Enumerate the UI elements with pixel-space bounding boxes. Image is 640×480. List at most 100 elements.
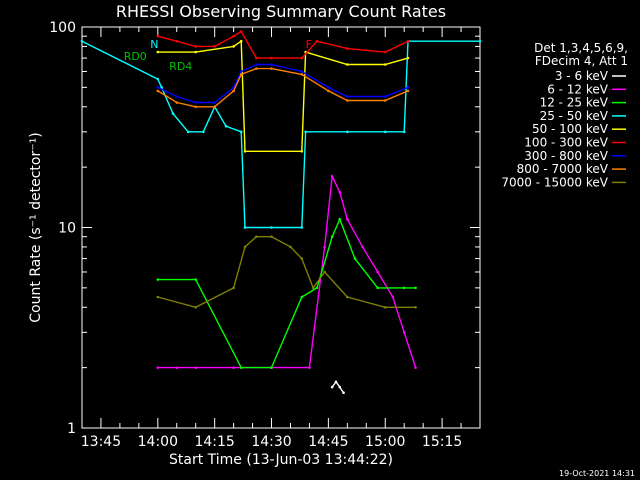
series-line-3-6-keV xyxy=(331,380,345,394)
legend-label-4: 50 - 100 keV xyxy=(532,122,609,136)
x-tick-label-1400: 14:00 xyxy=(138,434,178,450)
series-point-5-6 xyxy=(255,56,258,60)
annotation-rd4: RD4 xyxy=(169,60,192,73)
series-point-2-8 xyxy=(353,257,357,260)
series-point-8-1 xyxy=(194,305,198,309)
series-point-3-8 xyxy=(239,130,243,134)
y-axis-label: Count Rate (s⁻¹ detector⁻¹) xyxy=(28,132,44,322)
series-point-1-11 xyxy=(376,270,379,274)
series-point-4-8 xyxy=(383,63,387,66)
series-point-5-7 xyxy=(270,56,273,60)
series-point-8-7 xyxy=(300,257,304,260)
series-point-0-3 xyxy=(342,391,345,394)
series-point-7-8 xyxy=(300,73,304,76)
series-point-8-0 xyxy=(156,295,160,299)
series-point-2-6 xyxy=(330,235,334,238)
series-line-12-25-keV xyxy=(157,217,416,369)
series-point-7-6 xyxy=(255,67,258,70)
series-point-4-7 xyxy=(346,63,349,66)
series-point-5-11 xyxy=(383,50,387,54)
series-point-5-5 xyxy=(239,30,243,33)
series-point-3-15 xyxy=(402,130,406,134)
y-tick-label-1: 1 xyxy=(67,421,76,437)
series-point-3-3 xyxy=(171,112,175,115)
series-point-6-9 xyxy=(327,86,330,89)
annotation-n: N xyxy=(150,38,158,51)
legend-label-3: 25 - 50 keV xyxy=(540,109,609,123)
series-point-5-8 xyxy=(300,56,304,60)
series-point-4-1 xyxy=(194,50,198,54)
series-point-1-3 xyxy=(232,366,235,369)
series-point-1-5 xyxy=(308,366,311,369)
series-point-2-1 xyxy=(194,278,198,281)
series-point-1-12 xyxy=(391,295,395,299)
series-point-8-3 xyxy=(243,245,247,249)
series-point-7-10 xyxy=(346,99,349,102)
series-point-6-5 xyxy=(239,70,243,73)
series-point-7-2 xyxy=(194,105,198,109)
series-point-0-0 xyxy=(330,385,334,389)
series-point-3-13 xyxy=(346,130,349,134)
series-point-3-9 xyxy=(243,226,247,229)
series-point-8-9 xyxy=(323,270,326,274)
x-tick-label-1415: 14:15 xyxy=(194,434,234,450)
series-point-7-3 xyxy=(213,105,216,109)
series-point-5-0 xyxy=(156,34,160,38)
series-point-4-4 xyxy=(243,149,247,153)
series-point-4-9 xyxy=(406,56,410,60)
annotation-rd0: RD0 xyxy=(124,50,147,63)
series-point-2-2 xyxy=(239,366,243,369)
series-point-7-11 xyxy=(383,99,387,102)
legend-header-0: Det 1,3,4,5,6,9, xyxy=(534,41,628,55)
series-point-6-3 xyxy=(213,101,216,104)
series-point-3-14 xyxy=(383,130,387,134)
series-point-3-17 xyxy=(478,39,482,43)
legend-label-1: 6 - 12 keV xyxy=(547,82,609,96)
x-tick-label-1430: 14:30 xyxy=(251,434,291,450)
series-point-2-4 xyxy=(300,295,304,299)
x-tick-label-1500: 15:00 xyxy=(365,434,405,450)
series-point-4-3 xyxy=(239,39,243,43)
series-point-7-0 xyxy=(156,89,160,93)
series-point-3-4 xyxy=(186,130,190,134)
series-point-1-8 xyxy=(338,190,342,194)
series-point-5-4 xyxy=(232,34,235,38)
x-axis-label: Start Time (13-Jun-03 13:44:22) xyxy=(169,452,393,468)
legend-label-0: 3 - 6 keV xyxy=(555,69,609,83)
series-point-3-0 xyxy=(80,39,84,43)
series-point-0-2 xyxy=(338,385,342,389)
legend-label-2: 12 - 25 keV xyxy=(540,96,609,110)
series-point-7-4 xyxy=(232,89,235,93)
series-point-3-7 xyxy=(224,124,228,128)
legend-label-8: 7000 - 15000 keV xyxy=(501,175,608,189)
series-point-8-11 xyxy=(383,305,387,309)
series-point-6-7 xyxy=(270,63,273,66)
legend-label-7: 800 - 7000 keV xyxy=(517,162,609,176)
series-point-8-8 xyxy=(311,286,315,290)
y-tick-label-10: 10 xyxy=(58,221,76,237)
legend-label-6: 300 - 800 keV xyxy=(524,149,608,163)
series-point-2-11 xyxy=(414,286,417,290)
series-point-7-7 xyxy=(270,67,273,70)
x-tick-label-1345: 13:45 xyxy=(81,434,121,450)
series-line-100-300-keV xyxy=(157,30,409,59)
series-line-800-7000-keV xyxy=(157,67,409,108)
series-point-0-1 xyxy=(334,380,338,384)
series-line-25-50-keV xyxy=(81,40,480,229)
series-point-2-3 xyxy=(270,366,273,369)
series-point-3-1 xyxy=(156,77,160,81)
series-point-2-9 xyxy=(376,286,379,290)
series-point-7-1 xyxy=(175,101,179,104)
series-point-6-12 xyxy=(406,86,410,89)
series-point-1-9 xyxy=(346,217,349,221)
series-point-2-10 xyxy=(402,286,406,290)
series-point-5-3 xyxy=(213,45,216,48)
series-point-2-5 xyxy=(315,286,319,290)
series-point-6-10 xyxy=(346,95,349,98)
legend-header-1: FDecim 4, Att 1 xyxy=(535,54,628,68)
series-point-6-1 xyxy=(175,95,179,98)
series-point-6-11 xyxy=(383,95,387,98)
series-point-3-2 xyxy=(160,86,163,89)
series-point-7-5 xyxy=(239,73,243,76)
